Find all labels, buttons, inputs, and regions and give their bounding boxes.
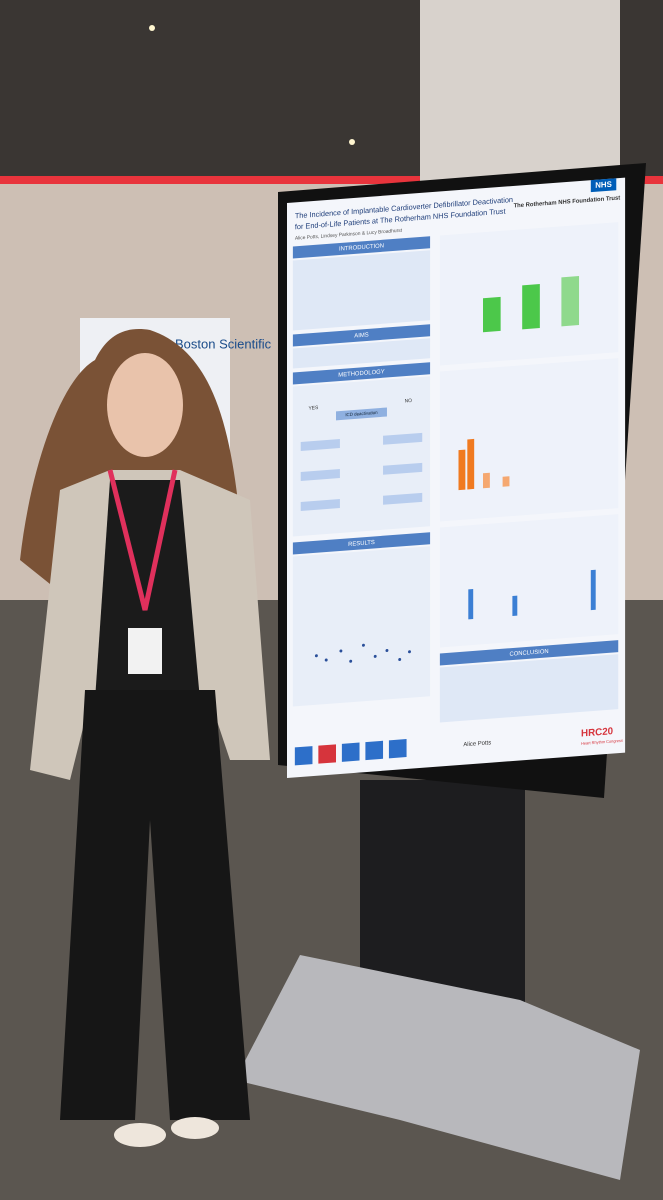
section-header bbox=[292, 532, 431, 555]
chart-block bbox=[439, 358, 619, 522]
bar-decoration bbox=[512, 595, 518, 617]
section-title: AIMS bbox=[354, 332, 368, 339]
section-title: CONCLUSION bbox=[509, 649, 548, 658]
nav-button bbox=[388, 739, 407, 759]
congress-name: Heart Rhythm Congress bbox=[581, 738, 623, 746]
section-header bbox=[439, 640, 619, 666]
bar-decoration bbox=[468, 588, 474, 620]
ceiling-light bbox=[349, 139, 355, 145]
section-header bbox=[292, 362, 431, 385]
shoe bbox=[114, 1123, 166, 1147]
congress-logo: HRC20 bbox=[581, 726, 614, 740]
section-title: RESULTS bbox=[348, 540, 375, 548]
section-header bbox=[292, 236, 431, 259]
nav-button bbox=[341, 742, 360, 762]
flow-yes: YES bbox=[309, 405, 319, 412]
nav-button bbox=[365, 740, 384, 761]
neon-strip bbox=[0, 176, 663, 184]
bar-decoration bbox=[483, 296, 501, 333]
trousers bbox=[60, 690, 250, 1120]
text-block bbox=[292, 338, 431, 369]
flow-box bbox=[336, 407, 387, 421]
poster: NHS The Rotherham NHS Foundation Trust T… bbox=[287, 177, 626, 778]
scatter-decoration bbox=[314, 643, 411, 663]
flow-box bbox=[383, 492, 423, 505]
bar-decoration bbox=[502, 476, 510, 487]
bar-decoration bbox=[467, 438, 475, 490]
flow-box bbox=[383, 462, 423, 475]
bar-decoration bbox=[522, 283, 540, 330]
nhs-logo-box bbox=[590, 178, 617, 193]
text-block bbox=[292, 250, 431, 331]
lanyard bbox=[107, 469, 178, 611]
person bbox=[20, 329, 270, 1147]
flow-label: ICD deactivation bbox=[345, 410, 378, 418]
bar-decoration bbox=[561, 276, 580, 327]
bar-decoration bbox=[590, 569, 596, 611]
badge bbox=[128, 628, 162, 674]
banner-text: Boston Scientific bbox=[175, 336, 272, 351]
nav-button bbox=[294, 746, 313, 766]
bar-decoration bbox=[483, 472, 490, 489]
text-block bbox=[439, 654, 619, 723]
flow-box bbox=[300, 439, 340, 451]
nhs-logo: NHS bbox=[595, 180, 612, 190]
section-title: INTRODUCTION bbox=[339, 243, 384, 252]
shoe bbox=[171, 1117, 219, 1139]
results-block bbox=[292, 546, 431, 707]
presenter: Alice Potts bbox=[463, 740, 491, 748]
ceiling-light bbox=[149, 25, 155, 31]
stand-base bbox=[235, 955, 640, 1180]
flow-no: NO bbox=[405, 398, 412, 405]
flow-box bbox=[300, 469, 340, 481]
bar-decoration bbox=[458, 449, 466, 491]
face bbox=[107, 353, 183, 457]
chart-block bbox=[439, 514, 619, 648]
flow-box bbox=[300, 499, 340, 511]
section-title: METHODOLOGY bbox=[338, 369, 384, 379]
section-header bbox=[292, 324, 431, 347]
flow-box bbox=[383, 432, 423, 445]
nav-button bbox=[318, 744, 337, 764]
